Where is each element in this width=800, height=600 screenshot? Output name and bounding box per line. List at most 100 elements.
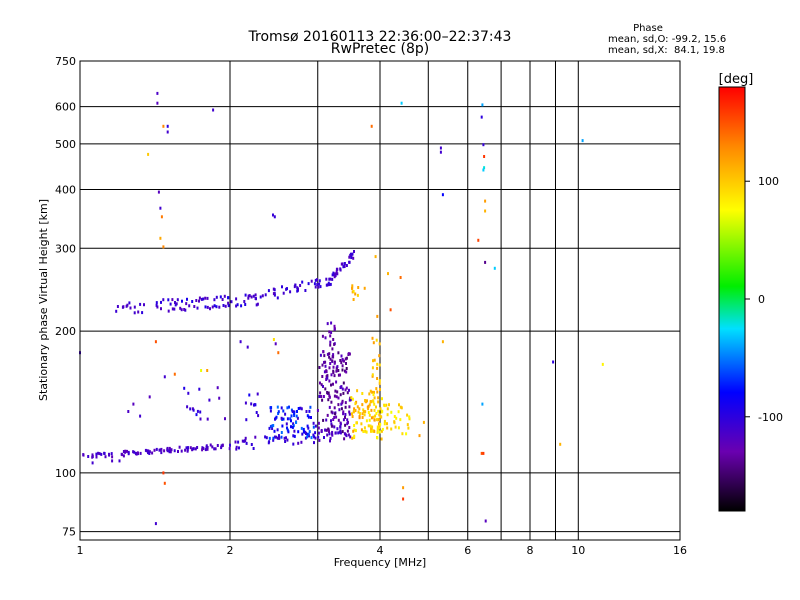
echo-point [399,276,402,279]
echo-point [307,426,310,430]
echo-point [236,303,239,307]
echo-point [183,308,186,311]
echo-point [145,449,148,453]
echo-point [343,432,346,436]
echo-point [477,238,480,242]
echo-point [379,407,382,411]
echo-point [368,392,371,396]
echo-point [314,436,317,440]
echo-point [293,410,296,414]
echo-point [329,343,332,347]
echo-point [292,422,295,426]
echo-point [264,435,267,439]
echo-point [267,441,270,445]
echo-point [292,424,295,428]
echo-point [313,435,316,439]
echo-point [126,449,128,453]
echo-point [333,406,336,410]
plot-frame [79,60,681,541]
echo-point [206,296,209,300]
echo-point [342,410,345,414]
echo-point [211,305,214,309]
echo-point [418,434,421,438]
echo-point [373,390,375,394]
echo-point [345,386,348,390]
echo-point [221,298,224,301]
echo-point [329,436,332,440]
x-tick-label: 4 [377,544,384,557]
echo-point [344,405,347,409]
echo-point [332,271,335,275]
echo-point [365,419,368,423]
echo-point [330,331,333,334]
echo-point [322,385,324,388]
echo-point [254,435,257,439]
echo-point [272,424,275,427]
echo-point [214,447,217,451]
echo-point [284,412,287,416]
echo-point [317,431,320,435]
echo-point [227,296,230,300]
echo-point [189,446,192,450]
echo-point [393,420,396,424]
echo-point [324,360,327,364]
echo-point [219,295,222,299]
echo-point [383,403,386,407]
echo-point [272,338,275,341]
echo-point [286,406,289,410]
y-axis-label: Stationary phase Virtual Height [km] [37,199,50,401]
echo-point [368,418,371,422]
echo-point [318,438,321,442]
echo-point [272,287,275,291]
echo-point [329,334,332,338]
echo-point [329,282,332,286]
echo-point [160,451,163,455]
echo-point [336,427,339,431]
echo-point [189,407,192,411]
echo-point [167,298,170,302]
echo-point [191,300,194,303]
echo-point [327,281,330,285]
echo-point [601,362,604,366]
echo-point [155,447,158,451]
echo-point [323,354,326,358]
echo-point [379,388,381,391]
echo-point [283,436,286,440]
echo-point [329,362,332,365]
echo-point [408,415,411,419]
echo-point [234,440,237,444]
echo-point [363,410,365,413]
echo-point [243,300,246,303]
echo-point [352,256,355,260]
echo-point [405,432,408,436]
echo-point [328,394,331,398]
echo-point [346,418,349,422]
x-tick-label: 16 [673,544,687,557]
echo-point [397,410,400,414]
echo-point [278,434,280,438]
echo-point [91,461,94,465]
echo-point [381,427,384,431]
echo-point [325,369,328,373]
echo-point [484,519,487,523]
echo-point [227,301,230,305]
echo-point [353,434,356,438]
echo-point [371,429,374,433]
echo-point [353,424,356,427]
echo-point [209,443,212,447]
echo-point [118,459,121,463]
echo-point [364,410,367,414]
echo-point [343,265,346,268]
echo-point [274,417,276,421]
echo-point [316,278,318,282]
echo-point [248,294,251,298]
echo-point [277,412,280,415]
echo-point [280,406,283,410]
echo-point [192,408,195,412]
echo-point [136,451,139,455]
echo-point [324,364,327,368]
chart-title: Tromsø 20160113 22:36:00–22:37:43 [248,29,512,45]
echo-point [348,352,351,356]
echo-point [368,413,371,417]
